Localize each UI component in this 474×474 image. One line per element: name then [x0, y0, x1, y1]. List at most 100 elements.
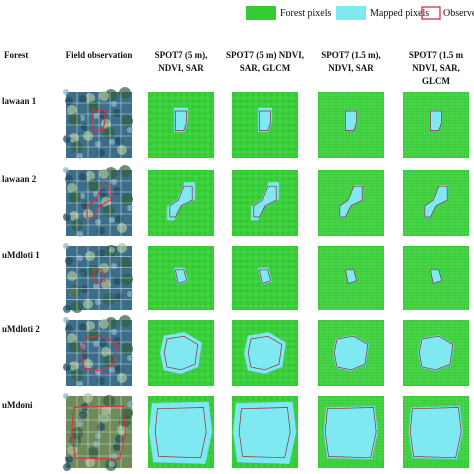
photo-texture [79, 173, 87, 181]
photo-texture [117, 373, 127, 383]
photo-texture [101, 279, 111, 289]
photo-texture [99, 263, 109, 273]
photo-texture [99, 339, 107, 347]
photo-texture [115, 435, 123, 443]
photo-texture [87, 329, 99, 341]
legend-swatch-gap [421, 6, 441, 20]
photo-texture [65, 257, 73, 265]
column-header: SPOT7 (1.5 m), [321, 50, 381, 60]
photo-texture [77, 421, 83, 427]
photo-texture [65, 175, 73, 183]
observed-gap [174, 269, 188, 284]
mapped-gap [332, 334, 370, 372]
column-header: SPOT7 (1.5 m [409, 50, 464, 60]
photo-texture [69, 191, 81, 203]
photo-texture [63, 89, 69, 95]
photo-texture [121, 115, 133, 127]
photo-texture [117, 145, 127, 155]
observed-gap [429, 269, 443, 284]
photo-texture [67, 271, 77, 281]
photo-texture [97, 423, 105, 431]
photo-texture [63, 135, 71, 143]
observed-gap [333, 335, 369, 371]
photo-texture [95, 299, 101, 305]
observed-gap [71, 405, 127, 460]
photo-texture [111, 179, 117, 185]
photo-texture [99, 413, 109, 423]
photo-texture [109, 217, 115, 223]
photo-texture [117, 223, 127, 233]
photo-texture [79, 323, 87, 331]
observed-gap [247, 335, 283, 371]
mapped-gap [257, 107, 273, 133]
legend: Forest pixels Mapped pixels Observed Gap [246, 6, 474, 20]
column-header: NDVI, SAR, [412, 63, 460, 73]
photo-texture [69, 285, 81, 297]
mapped-gap [429, 109, 443, 132]
observed-gap [259, 110, 271, 131]
photo-texture [127, 355, 133, 361]
row-label: uMdloti 1 [2, 250, 40, 260]
legend-label: Observed Gap [443, 8, 474, 19]
photo-texture [87, 447, 99, 459]
photo-texture [109, 461, 115, 467]
mapped-gap [250, 181, 280, 221]
photo-texture [77, 153, 83, 159]
photo-texture [63, 317, 69, 323]
panels: lawaan 1 lawaan 2 uMdloti 1 uMdloti 2 uMdoni [2, 87, 469, 471]
photo-texture [95, 219, 101, 225]
mapped-gap [243, 331, 287, 375]
photo-texture [79, 411, 87, 419]
mapped-gap [232, 401, 297, 465]
photo-texture [69, 341, 81, 353]
photo-texture [99, 319, 109, 329]
legend-label: Mapped pixels [370, 8, 429, 19]
mapped-gap [344, 109, 358, 132]
photo-texture [97, 227, 105, 235]
photo-texture [127, 401, 133, 407]
photo-texture [113, 277, 121, 285]
observed-gap [80, 334, 118, 372]
observed-gap [430, 110, 442, 131]
photo-texture [115, 365, 123, 373]
photo-texture [115, 215, 123, 223]
photo-texture [113, 109, 121, 117]
legend-label: Forest pixels [280, 8, 331, 19]
photo-texture [69, 211, 79, 221]
photo-texture [85, 251, 95, 261]
photo-texture [85, 93, 95, 103]
photo-texture [99, 189, 107, 197]
photo-texture [109, 247, 115, 253]
column-header: NDVI, SAR [328, 63, 374, 73]
photo-texture [99, 91, 109, 101]
photo-texture [69, 113, 81, 125]
photo-texture [67, 333, 77, 343]
photo-texture [127, 205, 133, 211]
photo-texture [121, 343, 133, 355]
photo-texture [113, 443, 121, 451]
photo-texture [93, 113, 99, 119]
photo-texture [121, 193, 133, 205]
photo-texture [95, 433, 101, 439]
observed-gap [324, 407, 377, 459]
photo-texture [81, 285, 89, 293]
photo-texture [63, 363, 71, 371]
observed-gap [92, 268, 106, 285]
observed-gap [92, 109, 106, 132]
photo-texture [103, 127, 115, 139]
photo-texture [97, 249, 105, 257]
photo-texture [65, 325, 73, 333]
photo-texture [69, 435, 81, 447]
photo-texture [113, 187, 121, 195]
photo-texture [95, 141, 101, 147]
mapped-gap [159, 331, 203, 375]
column-header: Field observation [66, 50, 133, 60]
observed-gap [163, 335, 199, 371]
photo-texture [93, 283, 99, 289]
photo-texture [127, 127, 133, 133]
photo-texture [97, 149, 105, 157]
observed-gap [339, 185, 363, 218]
photo-texture [101, 405, 111, 415]
